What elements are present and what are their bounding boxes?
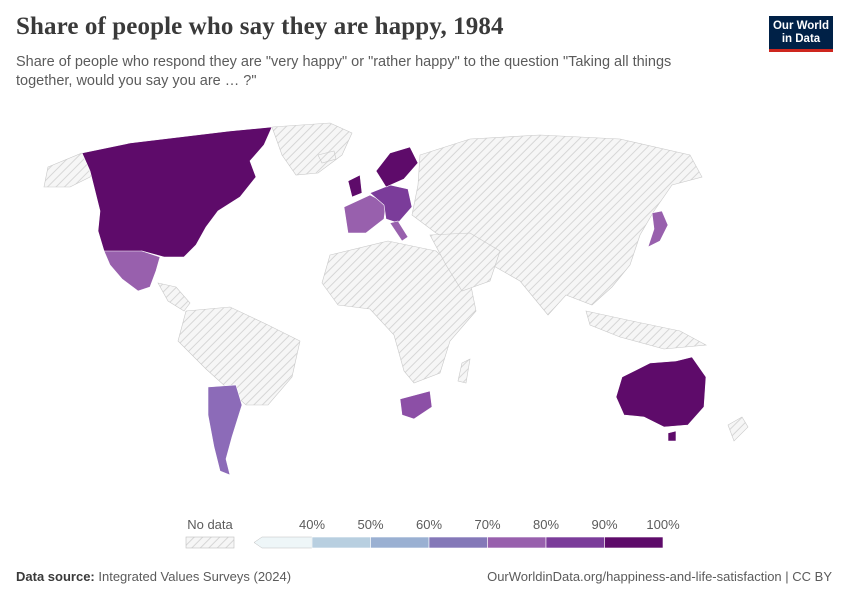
legend-bin-1 [311,536,371,549]
legend-tick-label: 60% [416,517,442,532]
owid-logo[interactable]: Our World in Data [769,16,833,52]
region-madagascar [457,358,471,384]
legend-tick-label: 100% [646,517,680,532]
region-iberia-france [343,194,387,234]
region-iceland [317,150,337,164]
region-italy [389,220,409,242]
region-southeast-asia [585,310,708,350]
logo-line1: Our World [772,20,829,32]
legend-bin-4 [487,536,547,549]
region-new-zealand [727,416,749,442]
logo-line2: in Data [781,33,821,45]
source-url[interactable]: OurWorldinData.org/happiness-and-life-sa… [487,569,832,584]
legend-bin-0 [253,536,313,549]
region-south-america [177,306,301,406]
legend-tick-label: 40% [299,517,325,532]
region-greenland [271,122,353,176]
region-uk [347,174,363,198]
region-japan [647,210,669,248]
data-source-text: Integrated Values Surveys (2024) [98,569,292,584]
region-north-america [81,126,273,258]
region-tasmania [667,430,677,442]
legend-bin-2 [370,536,430,549]
region-south-africa [399,390,433,420]
region-central-america [157,282,191,312]
region-argentina [207,384,243,476]
region-middle-east [429,232,501,292]
chart-subtitle: Share of people who respond they are "ve… [16,54,672,89]
chart-title: Share of people who say they are happy, … [16,13,504,40]
map-legend: No data 40% 50% 60% 70% 80% 90% 100% [185,517,680,549]
legend-no-data-label: No data [187,517,233,532]
region-mexico [103,250,161,292]
legend-tick-label: 50% [357,517,383,532]
legend-tick-label: 70% [474,517,500,532]
legend-bin-6 [604,536,664,549]
legend-tick-label: 90% [591,517,617,532]
world-map[interactable] [0,115,850,505]
region-australia [615,356,707,428]
data-source-label: Data source: [16,569,95,584]
region-scandinavia [375,146,419,188]
legend-tick-label: 80% [533,517,559,532]
data-source: Data source: Integrated Values Surveys (… [16,569,291,584]
legend-bin-5 [545,536,605,549]
region-central-europe [369,184,413,224]
legend-bin-3 [428,536,488,549]
legend-no-data-swatch [185,536,235,549]
